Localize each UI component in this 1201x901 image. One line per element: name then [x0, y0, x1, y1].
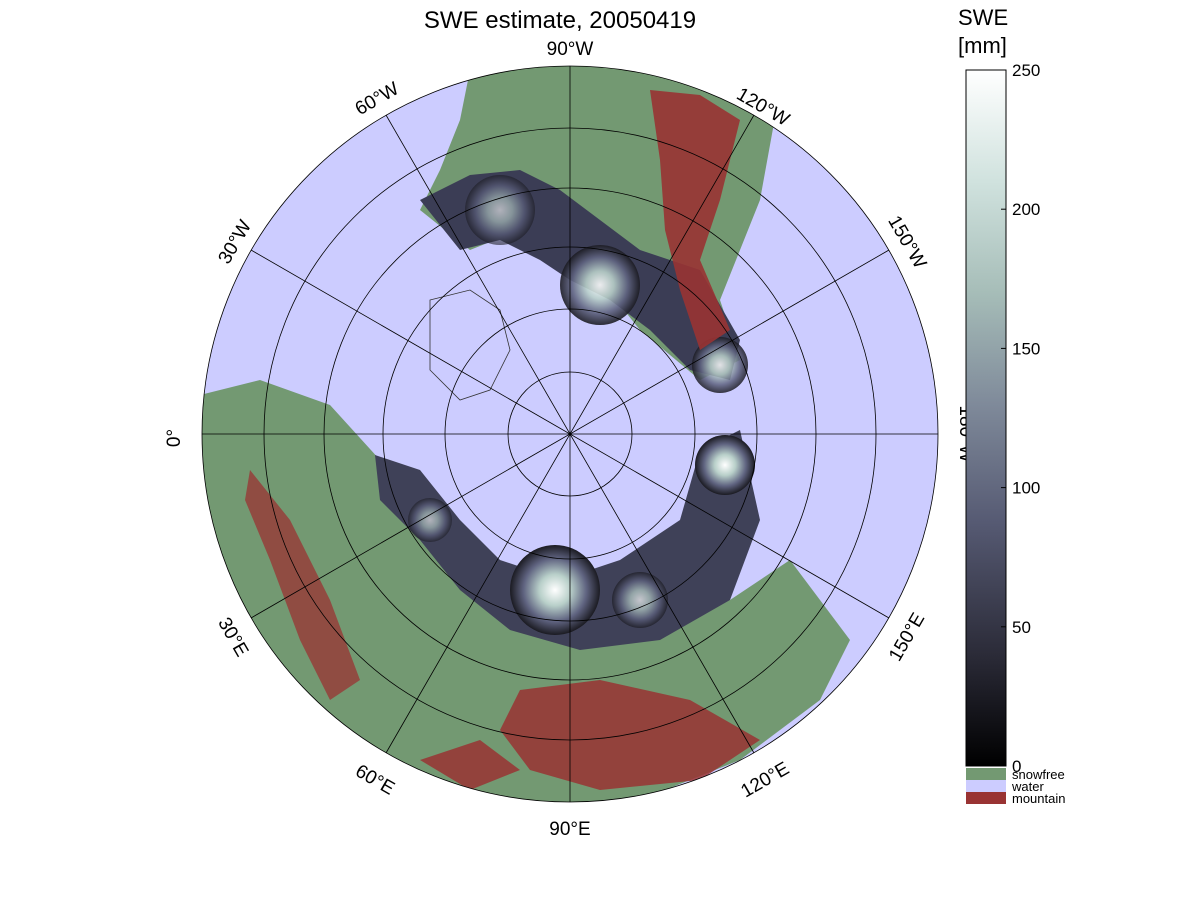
label-150e: 150°E [885, 609, 929, 665]
legend-swatch-snowfree [966, 768, 1006, 780]
colorbar-label-line2: [mm] [958, 33, 1007, 58]
legend-label-water: water [1011, 779, 1044, 794]
legend-swatch-water [966, 780, 1006, 792]
label-0: 0° [164, 429, 185, 447]
colorbar-tick-label: 50 [1012, 618, 1031, 637]
colorbar-tick-label: 0 [1012, 757, 1021, 776]
colorbar-tick-label: 150 [1012, 339, 1040, 358]
legend-swatch-mountain [966, 792, 1006, 804]
label-60e: 60°E [352, 761, 398, 800]
polar-map [201, 65, 939, 803]
colorbar-tick-label: 200 [1012, 200, 1040, 219]
legend-label-snowfree: snowfree [1012, 767, 1065, 782]
colorbar-tick-label: 100 [1012, 479, 1040, 498]
label-90e: 90°E [549, 819, 590, 840]
label-120e: 120°E [737, 758, 793, 802]
colorbar-ticks: 250 200 150 100 50 0 [1001, 61, 1040, 776]
colorbar-label-line1: SWE [958, 5, 1008, 30]
colorbar-tick-label: 250 [1012, 61, 1040, 80]
colorbar: SWE [mm] 250 200 150 100 50 0 [958, 5, 1040, 776]
colorbar-gradient [965, 69, 1007, 767]
land-layer [202, 66, 850, 802]
label-30e: 30°E [213, 614, 252, 660]
map-title: SWE estimate, 20050419 [424, 7, 696, 34]
graticule [201, 65, 939, 803]
legend-label-mountain: mountain [1012, 791, 1065, 806]
label-90w: 90°W [547, 39, 594, 60]
